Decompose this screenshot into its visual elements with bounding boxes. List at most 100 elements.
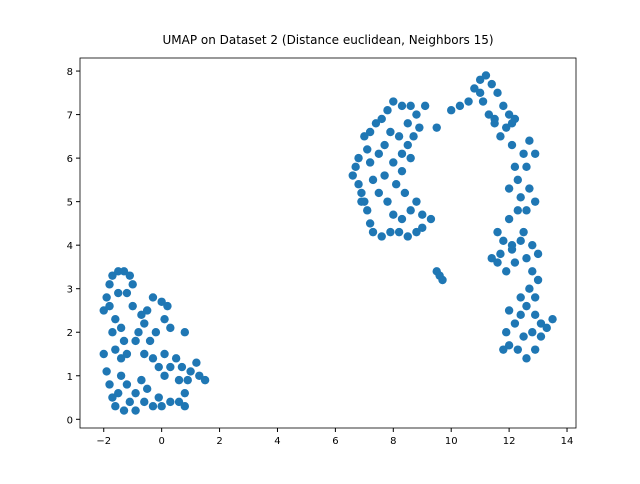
point — [186, 367, 195, 376]
point — [510, 162, 520, 172]
point — [166, 323, 175, 333]
point — [360, 132, 369, 141]
y-tick-label: 3 — [67, 285, 73, 296]
point — [368, 175, 378, 185]
point — [528, 328, 537, 337]
point — [391, 180, 401, 189]
point — [374, 149, 384, 158]
point — [111, 314, 120, 324]
point — [504, 110, 514, 119]
point — [383, 197, 392, 206]
point — [533, 275, 543, 285]
point — [365, 127, 375, 137]
y-tick-label: 5 — [67, 198, 73, 209]
point — [542, 323, 551, 333]
point — [499, 236, 508, 246]
point — [368, 227, 378, 237]
point — [513, 345, 523, 354]
point — [510, 319, 520, 328]
point — [507, 245, 517, 254]
point — [108, 271, 117, 280]
point — [142, 384, 152, 394]
point — [348, 171, 357, 180]
point — [493, 258, 502, 267]
point — [119, 336, 129, 346]
point — [470, 84, 479, 93]
point — [145, 336, 155, 346]
point — [365, 158, 375, 167]
point — [137, 375, 146, 385]
point — [522, 254, 531, 263]
y-tick-label: 4 — [67, 241, 73, 252]
point — [128, 280, 137, 289]
point — [530, 197, 540, 206]
point — [99, 306, 108, 315]
point — [519, 332, 528, 341]
point — [122, 288, 132, 298]
point — [131, 406, 140, 415]
point — [516, 193, 525, 202]
point — [502, 267, 511, 276]
point — [125, 271, 135, 280]
point — [166, 362, 175, 372]
point — [403, 140, 412, 150]
point — [200, 375, 210, 385]
y-tick-label: 7 — [67, 111, 73, 122]
point — [354, 153, 363, 163]
y-tick-label: 8 — [67, 67, 73, 78]
point — [412, 110, 421, 119]
point — [502, 328, 511, 337]
point — [528, 267, 537, 276]
point — [412, 227, 421, 237]
point — [493, 227, 502, 237]
point — [354, 180, 363, 189]
point — [116, 323, 126, 333]
y-tick-label: 0 — [67, 415, 73, 426]
x-tick-label: 12 — [503, 436, 516, 447]
point — [504, 306, 514, 315]
point — [177, 362, 187, 372]
point — [400, 188, 410, 198]
point — [380, 140, 389, 150]
point — [504, 184, 514, 193]
point — [371, 119, 381, 128]
point — [380, 171, 389, 180]
point — [496, 132, 505, 141]
point — [125, 397, 135, 407]
point — [116, 354, 126, 363]
point — [525, 284, 534, 293]
point — [507, 140, 517, 150]
point — [475, 88, 485, 98]
point — [406, 153, 415, 163]
point — [363, 145, 372, 154]
point — [513, 175, 523, 185]
point — [183, 375, 192, 385]
point — [142, 306, 152, 315]
point — [406, 206, 415, 215]
point — [490, 119, 499, 128]
point — [536, 332, 546, 341]
point — [548, 314, 557, 324]
point — [394, 227, 404, 237]
point — [377, 114, 386, 124]
point — [166, 397, 175, 407]
point — [140, 397, 149, 407]
point — [394, 132, 404, 141]
point — [180, 402, 190, 411]
point — [148, 354, 158, 363]
point — [525, 136, 534, 145]
point — [536, 319, 546, 328]
point — [438, 275, 447, 285]
x-tick-label: −2 — [96, 436, 111, 447]
point — [519, 227, 528, 237]
x-tick-label: 10 — [445, 436, 458, 447]
point — [154, 362, 163, 372]
point — [426, 214, 436, 224]
x-tick-label: 0 — [158, 436, 164, 447]
point — [496, 249, 505, 259]
point — [513, 206, 523, 215]
point — [525, 184, 534, 193]
point — [487, 254, 496, 263]
point — [151, 328, 161, 337]
